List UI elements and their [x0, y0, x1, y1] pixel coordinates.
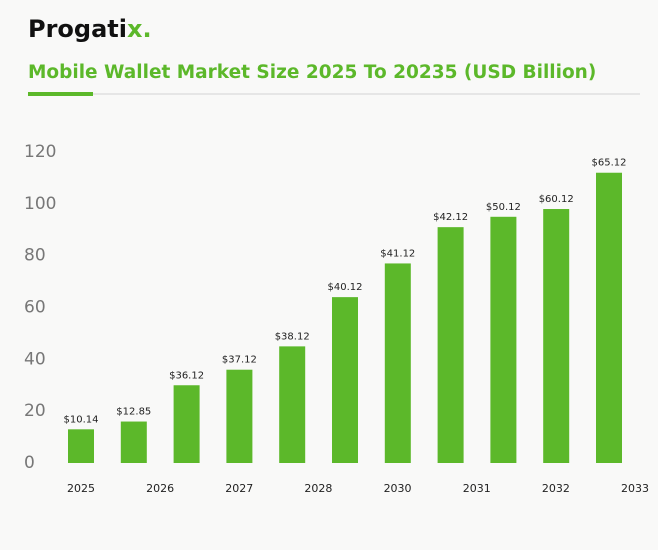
bar — [226, 369, 253, 463]
bar — [384, 263, 411, 463]
x-tick-label: 2031 — [463, 482, 491, 495]
logo-name: Progati — [28, 15, 127, 43]
bar — [279, 346, 306, 463]
data-label: $41.12 — [380, 248, 415, 259]
bar — [543, 209, 570, 463]
data-label: $50.12 — [486, 202, 521, 213]
logo-accent: x. — [127, 15, 152, 43]
data-label: $42.12 — [433, 212, 468, 223]
data-label: $60.12 — [539, 194, 574, 205]
x-tick-label: 2032 — [542, 482, 570, 495]
data-label: $40.12 — [328, 282, 363, 293]
chart-title: Mobile Wallet Market Size 2025 To 20235 … — [28, 62, 596, 83]
y-tick-label: 60 — [24, 298, 46, 318]
bar — [437, 227, 464, 463]
data-label: $65.12 — [592, 158, 627, 169]
y-tick-label: 20 — [24, 401, 46, 421]
x-tick-label: 2025 — [67, 482, 95, 495]
bar — [68, 429, 94, 463]
x-tick-label: 2028 — [304, 482, 332, 495]
data-label: $10.14 — [64, 414, 99, 425]
bar — [332, 297, 358, 463]
data-label: $36.12 — [169, 370, 204, 381]
y-tick-label: 100 — [24, 194, 56, 214]
y-tick-label: 80 — [24, 246, 46, 266]
y-tick-label: 120 — [24, 142, 56, 162]
divider-accent — [28, 92, 93, 96]
data-label: $12.85 — [116, 407, 151, 418]
bar — [596, 172, 622, 463]
y-tick-label: 40 — [24, 349, 46, 369]
x-tick-label: 2030 — [384, 482, 412, 495]
data-label: $38.12 — [275, 331, 310, 342]
logo: Progatix. — [28, 15, 152, 43]
bar — [173, 385, 200, 463]
x-tick-label: 2033 — [621, 482, 649, 495]
x-tick-label: 2026 — [146, 482, 174, 495]
bar — [120, 421, 147, 463]
y-tick-label: 0 — [24, 453, 35, 473]
bar — [490, 216, 517, 463]
data-label: $37.12 — [222, 355, 257, 366]
x-tick-label: 2027 — [225, 482, 253, 495]
